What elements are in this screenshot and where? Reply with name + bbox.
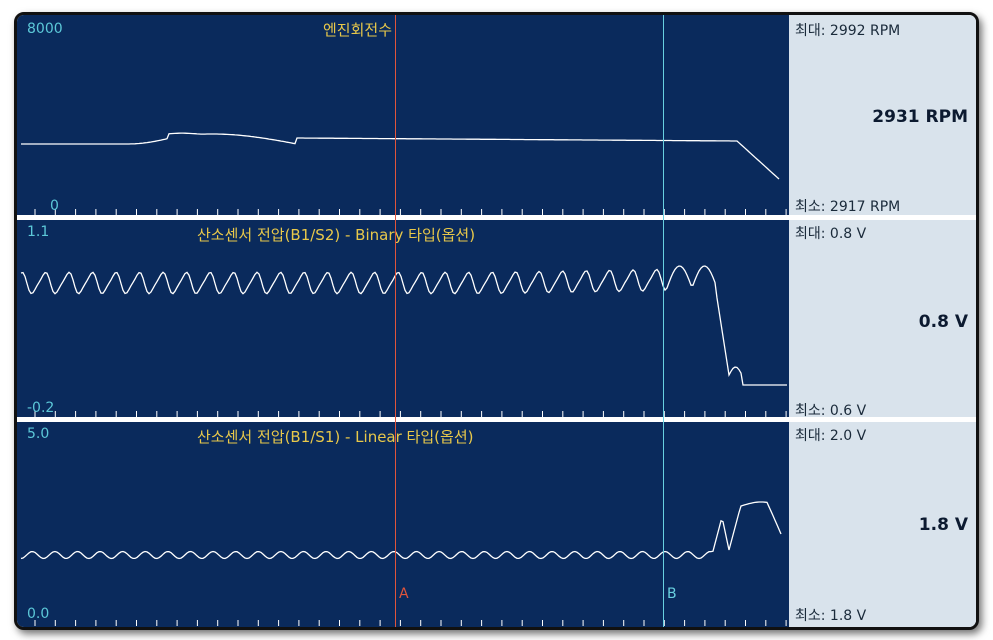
min-value: 최소: 1.8 V [795, 608, 867, 624]
value-sidebar: 최대: 2.0 V 1.8 V 최소: 1.8 V [789, 422, 976, 627]
value-sidebar: 최대: 0.8 V 0.8 V 최소: 0.6 V [789, 220, 976, 419]
y-axis-min-label: 0 [50, 198, 59, 214]
current-value: 0.8 V [918, 312, 968, 332]
panel-divider [17, 215, 976, 220]
graph-panel-o2-b1s1: 5.0 0.0 산소센서 전압(B1/S1) - Linear 타입(옵션) 최… [17, 422, 976, 627]
current-value: 2931 RPM [872, 107, 968, 127]
min-value: 최소: 2917 RPM [795, 199, 901, 215]
y-axis-max-label: 8000 [27, 21, 63, 37]
panel-title: 산소센서 전압(B1/S1) - Linear 타입(옵션) [197, 428, 474, 446]
max-value: 최대: 2.0 V [795, 428, 867, 444]
panel-divider [17, 417, 976, 422]
plot-area[interactable]: 5.0 0.0 산소센서 전압(B1/S1) - Linear 타입(옵션) [17, 422, 789, 627]
cursor-a-label: A [399, 586, 409, 602]
max-value: 최대: 2992 RPM [795, 23, 901, 39]
cursor-b-line[interactable] [663, 15, 664, 627]
scan-tool-graph-window: 8000 0 엔진회전수 최대: 2992 RPM 2931 RPM 최소: 2… [14, 12, 979, 630]
max-value: 최대: 0.8 V [795, 226, 867, 242]
graph-panel-o2-b1s2: 1.1 -0.2 산소센서 전압(B1/S2) - Binary 타입(옵션) … [17, 220, 976, 419]
value-sidebar: 최대: 2992 RPM 2931 RPM 최소: 2917 RPM [789, 15, 976, 215]
cursor-b-label: B [667, 586, 677, 602]
current-value: 1.8 V [918, 515, 968, 535]
y-axis-min-label: -0.2 [27, 400, 55, 416]
y-axis-max-label: 5.0 [27, 426, 50, 442]
cursor-a-line[interactable] [395, 15, 396, 627]
y-axis-max-label: 1.1 [27, 224, 50, 240]
graph-panel-engine-rpm: 8000 0 엔진회전수 최대: 2992 RPM 2931 RPM 최소: 2… [17, 15, 976, 215]
min-value: 최소: 0.6 V [795, 403, 867, 419]
panel-title: 산소센서 전압(B1/S2) - Binary 타입(옵션) [197, 226, 476, 244]
plot-area[interactable]: 1.1 -0.2 산소센서 전압(B1/S2) - Binary 타입(옵션) [17, 220, 789, 417]
plot-area[interactable]: 8000 0 엔진회전수 [17, 15, 789, 215]
o2-b1s2-waveform [20, 265, 787, 417]
y-axis-min-label: 0.0 [27, 606, 50, 622]
panel-title: 엔진회전수 [323, 21, 393, 39]
rpm-waveform [21, 132, 787, 215]
o2-b1s1-waveform [20, 501, 787, 626]
